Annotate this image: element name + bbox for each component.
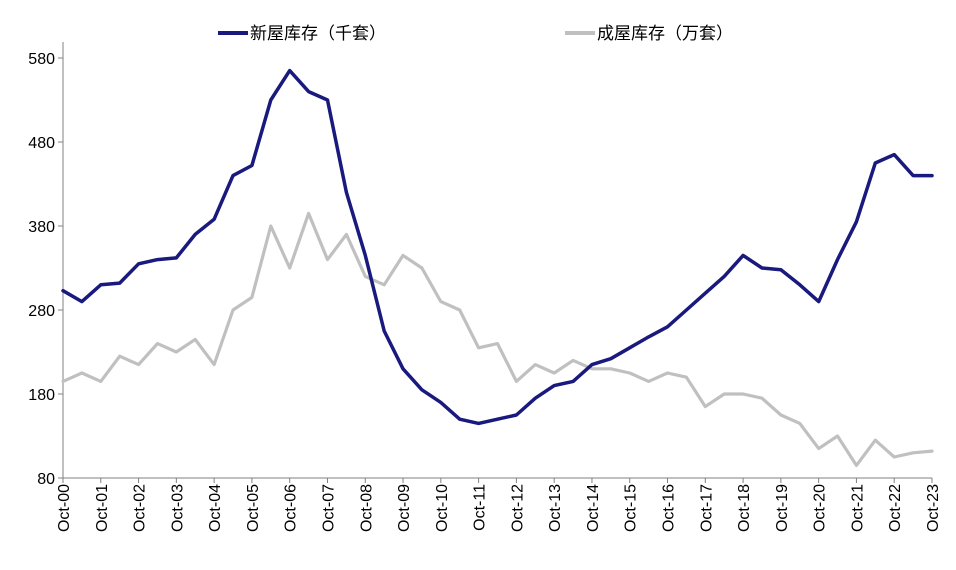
x-tick-label-13: Oct-13 <box>547 484 564 532</box>
y-tick-label-1: 180 <box>28 387 55 404</box>
series-line-new-homes <box>61 68 934 426</box>
legend-label-existing-homes: 成屋库存（万套） <box>597 24 733 44</box>
x-tick-label-23: Oct-23 <box>925 484 942 532</box>
x-tick-label-6: Oct-06 <box>283 484 300 532</box>
x-tick-label-12: Oct-12 <box>509 484 526 532</box>
legend: 新屋库存（千套） 成屋库存（万套） <box>218 24 733 44</box>
y-tick-label-5: 580 <box>28 51 55 68</box>
x-tick-label-15: Oct-15 <box>623 484 640 532</box>
x-tick-label-0: Oct-00 <box>56 484 73 532</box>
x-tick-label-3: Oct-03 <box>169 484 186 532</box>
x-tick-label-18: Oct-18 <box>736 484 753 532</box>
y-tick-label-0: 80 <box>37 471 55 488</box>
x-tick-label-2: Oct-02 <box>132 484 149 532</box>
x-tick-label-11: Oct-11 <box>472 484 489 531</box>
x-tick-label-17: Oct-17 <box>698 484 715 532</box>
x-tick-label-10: Oct-10 <box>434 484 451 532</box>
x-tick-label-4: Oct-04 <box>207 484 224 532</box>
x-tick-label-20: Oct-20 <box>812 484 829 532</box>
x-axis: Oct-00 Oct-01 Oct-02 Oct-03 Oct-04 Oct-05 Oct-… <box>56 477 942 532</box>
x-tick-label-16: Oct-16 <box>661 484 678 532</box>
x-tick-label-8: Oct-08 <box>358 484 375 532</box>
series-layer <box>61 68 934 467</box>
y-tick-label-4: 480 <box>28 135 55 152</box>
x-tick-label-5: Oct-05 <box>245 484 262 532</box>
y-axis: 80 180 280 380 480 580 <box>28 42 64 488</box>
x-tick-label-7: Oct-07 <box>320 484 337 532</box>
x-tick-label-21: Oct-21 <box>849 484 866 532</box>
x-tick-label-14: Oct-14 <box>585 484 602 532</box>
y-tick-label-3: 380 <box>28 219 55 236</box>
x-tick-label-19: Oct-19 <box>774 484 791 532</box>
y-tick-label-2: 280 <box>28 303 55 320</box>
x-tick-label-9: Oct-09 <box>396 484 413 532</box>
series-line-existing-homes <box>61 211 934 467</box>
legend-label-new-homes: 新屋库存（千套） <box>250 24 386 44</box>
x-tick-label-1: Oct-01 <box>94 484 111 532</box>
x-tick-label-22: Oct-22 <box>887 484 904 532</box>
